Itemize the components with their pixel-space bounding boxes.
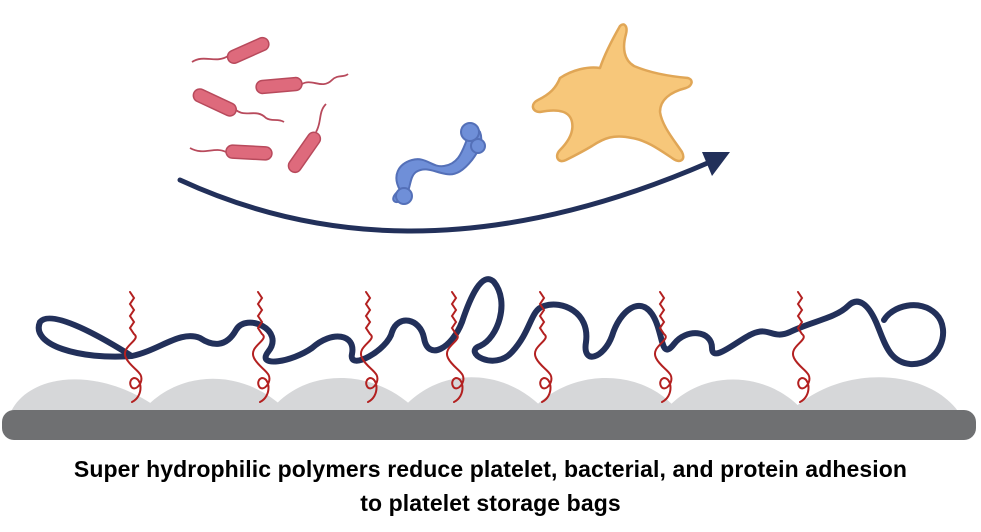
bag-surface-mounds — [10, 377, 960, 414]
brush-chain — [251, 291, 271, 403]
brush-chain — [791, 291, 811, 403]
brush-chain — [653, 291, 673, 403]
polymer-chain — [35, 276, 947, 368]
bacterium — [255, 73, 349, 95]
brush-chain — [359, 291, 379, 403]
caption-line-2: to platelet storage bags — [360, 490, 621, 516]
brush-chain — [445, 291, 465, 403]
bacterium — [191, 36, 270, 65]
brush-chains — [123, 291, 811, 403]
platelet — [531, 23, 693, 163]
storage-bag-base — [2, 410, 976, 440]
caption-line-1: Super hydrophilic polymers reduce platel… — [73, 456, 908, 482]
protein — [392, 122, 486, 205]
diagram — [2, 23, 976, 440]
bacterium — [192, 88, 285, 123]
brush-chain — [123, 291, 143, 403]
bacteria-group — [189, 36, 349, 174]
repel-arrow — [177, 152, 730, 234]
brush-chain — [533, 291, 553, 403]
bacterium — [189, 144, 273, 161]
bacterium — [287, 103, 327, 174]
